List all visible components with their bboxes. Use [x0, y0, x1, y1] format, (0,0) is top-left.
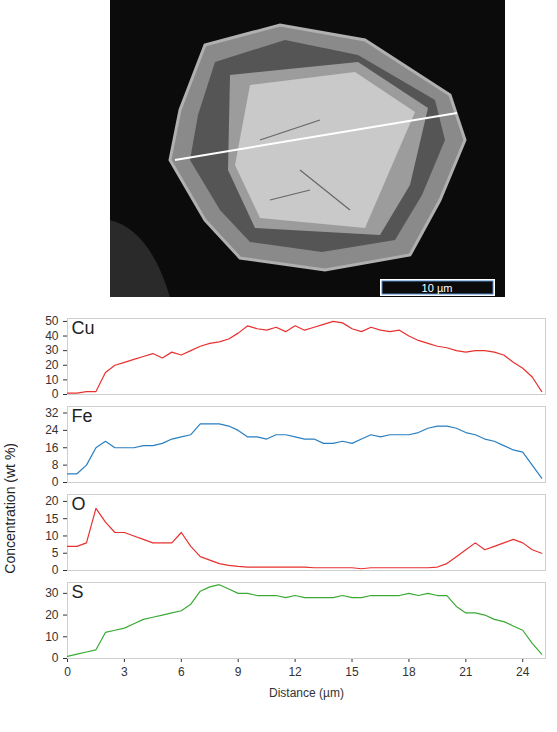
- svg-text:Distance (µm): Distance (µm): [269, 686, 344, 700]
- svg-text:10: 10: [45, 630, 59, 644]
- svg-text:0: 0: [52, 651, 59, 665]
- svg-text:32: 32: [45, 406, 59, 420]
- svg-text:20: 20: [45, 608, 59, 622]
- svg-text:18: 18: [402, 665, 416, 679]
- html-text:Concentration (wt %): Concentration (wt %): [2, 442, 18, 574]
- svg-text:20: 20: [45, 358, 59, 372]
- svg-text:16: 16: [45, 441, 59, 455]
- svg-text:Cu: Cu: [72, 318, 95, 338]
- svg-text:10: 10: [45, 373, 59, 387]
- svg-text:3: 3: [121, 665, 128, 679]
- svg-text:12: 12: [288, 665, 302, 679]
- svg-text:30: 30: [45, 343, 59, 357]
- svg-text:0: 0: [52, 387, 59, 400]
- svg-text:5: 5: [52, 546, 59, 560]
- svg-text:30: 30: [45, 586, 59, 600]
- svg-text:10: 10: [45, 529, 59, 543]
- svg-text:24: 24: [516, 665, 530, 679]
- svg-text:40: 40: [45, 329, 59, 343]
- svg-text:21: 21: [459, 665, 473, 679]
- svg-text:8: 8: [52, 458, 59, 472]
- svg-text:15: 15: [345, 665, 359, 679]
- svg-text:50: 50: [45, 314, 59, 328]
- svg-text:10 µm: 10 µm: [422, 282, 453, 294]
- svg-text:9: 9: [235, 665, 242, 679]
- svg-text:0: 0: [64, 665, 71, 679]
- svg-text:O: O: [72, 494, 86, 514]
- svg-text:Fe: Fe: [72, 406, 93, 426]
- svg-text:15: 15: [45, 512, 59, 526]
- svg-text:6: 6: [178, 665, 185, 679]
- svg-text:0: 0: [52, 563, 59, 576]
- svg-text:S: S: [72, 582, 84, 602]
- svg-text:24: 24: [45, 423, 59, 437]
- svg-text:20: 20: [45, 494, 59, 508]
- svg-text:0: 0: [52, 475, 59, 488]
